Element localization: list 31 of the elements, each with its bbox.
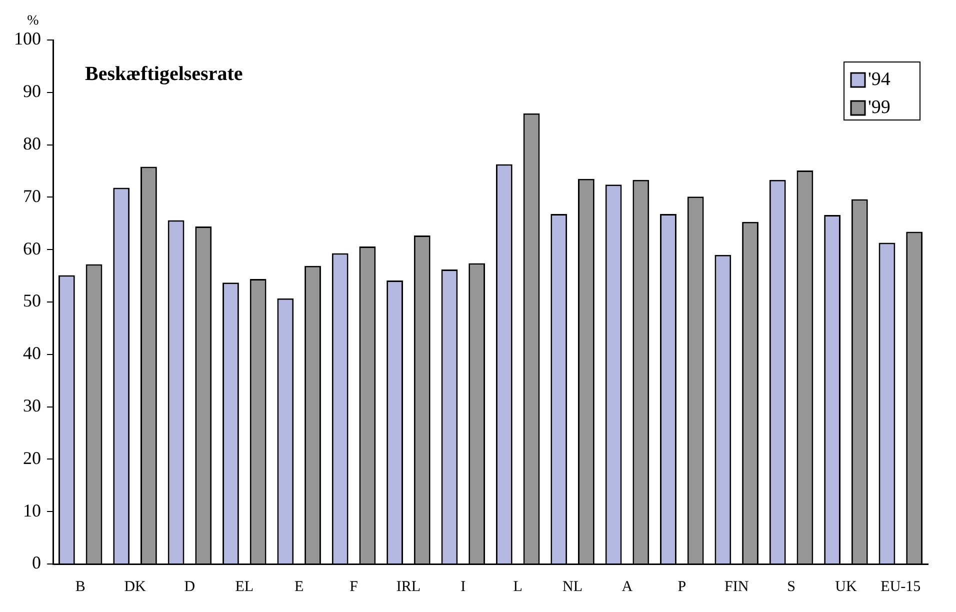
x-tick-label: A	[622, 578, 633, 595]
x-tick-label: UK	[835, 578, 857, 595]
x-tick-label: DK	[124, 578, 146, 595]
x-tick-label: S	[787, 578, 796, 595]
y-tick-label: 30	[23, 396, 41, 416]
y-tick-label: 60	[23, 238, 41, 258]
x-tick-label: EL	[235, 578, 254, 595]
x-tick-label: P	[678, 578, 686, 595]
legend-label: '94	[868, 68, 891, 90]
y-axis-title: %	[27, 14, 40, 29]
x-tick-label: I	[460, 578, 466, 595]
x-tick-label: NL	[562, 578, 583, 595]
y-tick-label: 40	[23, 343, 41, 364]
y-tick-label: 100	[14, 28, 41, 49]
x-tick-label: EU-15	[880, 578, 921, 595]
y-tick-label: 10	[23, 500, 41, 520]
y-tick-label: 20	[23, 448, 41, 468]
text: Beskæftigelsesrate	[85, 63, 243, 86]
y-tick-label: 50	[23, 290, 41, 311]
x-tick-label: FIN	[724, 578, 749, 595]
x-tick-label: D	[184, 578, 196, 595]
y-tick-label: 80	[23, 134, 41, 154]
x-tick-label: L	[513, 578, 522, 595]
x-tick-label: F	[350, 578, 358, 595]
y-tick-label: 90	[23, 81, 41, 102]
x-tick-label: E	[294, 578, 304, 595]
y-tick-label: 70	[23, 186, 41, 206]
x-tick-label: B	[75, 578, 86, 595]
y-tick-label: 0	[32, 552, 41, 573]
legend-label: '99	[868, 96, 890, 118]
x-tick-label: IRL	[396, 578, 421, 595]
